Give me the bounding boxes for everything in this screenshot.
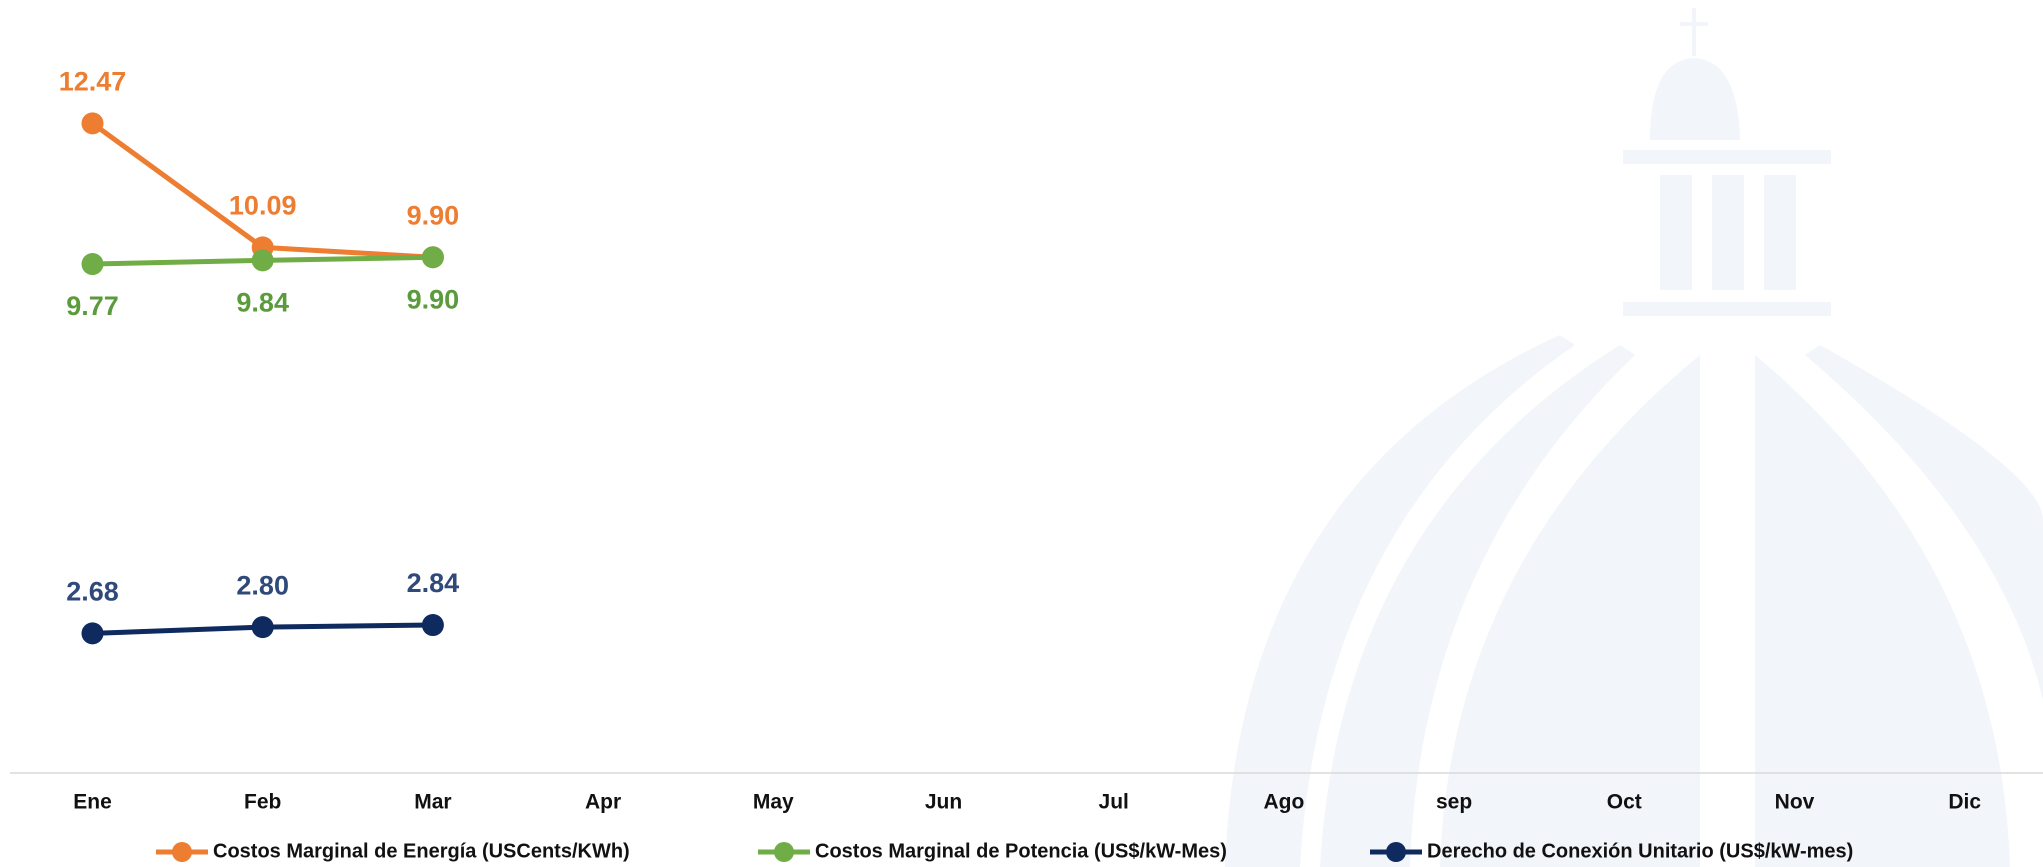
data-label: 2.84 — [407, 568, 460, 598]
watermark — [1225, 8, 2043, 867]
x-tick-label: Oct — [1607, 791, 1642, 814]
x-tick-label: sep — [1436, 791, 1472, 814]
data-label: 10.09 — [229, 190, 297, 220]
data-point — [81, 622, 104, 645]
data-point — [421, 614, 444, 637]
data-label: 9.90 — [407, 284, 460, 314]
data-label: 9.77 — [66, 291, 119, 321]
legend-label: Costos Marginal de Energía (USCents/KWh) — [213, 840, 630, 862]
x-tick-label: Nov — [1775, 791, 1815, 814]
data-point — [421, 246, 444, 269]
x-tick-label: May — [753, 791, 794, 814]
x-tick-label: Feb — [244, 791, 281, 814]
data-label: 9.90 — [407, 200, 460, 230]
x-tick-label: Ene — [73, 791, 112, 814]
legend-marker — [172, 842, 192, 862]
data-point — [81, 112, 104, 135]
data-label: 2.80 — [236, 570, 289, 600]
x-tick-label: Jun — [925, 791, 962, 814]
legend-label: Costos Marginal de Potencia (US$/kW-Mes) — [815, 840, 1227, 862]
data-point — [251, 616, 274, 639]
x-tick-label: Ago — [1263, 791, 1304, 814]
data-label: 9.84 — [236, 288, 289, 318]
x-tick-label: Jul — [1099, 791, 1129, 814]
x-tick-label: Mar — [414, 791, 451, 814]
data-label: 2.68 — [66, 577, 119, 607]
x-tick-label: Apr — [585, 791, 621, 814]
data-label: 12.47 — [59, 67, 127, 97]
legend-marker — [1386, 842, 1406, 862]
legend-marker — [774, 842, 794, 862]
data-point — [81, 253, 104, 276]
data-point — [251, 249, 274, 272]
legend-label: Derecho de Conexión Unitario (US$/kW-mes… — [1427, 840, 1853, 862]
x-tick-label: Dic — [1948, 791, 1981, 814]
